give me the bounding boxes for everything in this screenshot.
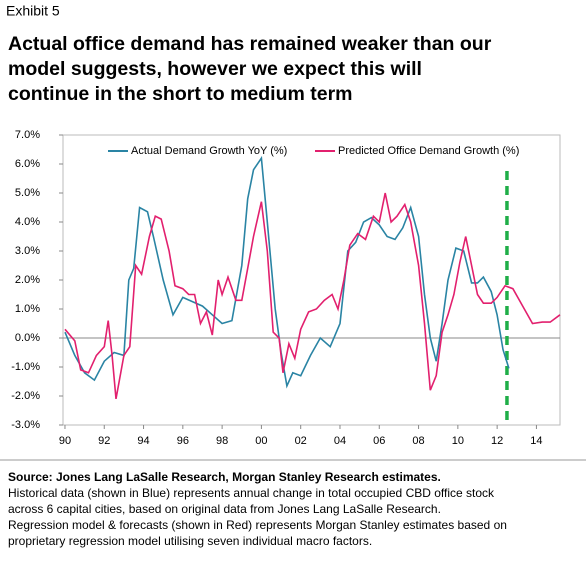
- y-tick-label: -1.0%: [11, 361, 40, 373]
- note-line: across 6 capital cities, based on origin…: [8, 502, 441, 516]
- x-tick-label: 06: [373, 435, 385, 447]
- x-tick-label: 90: [59, 435, 71, 447]
- series-line: [64, 192, 561, 400]
- legend-label: Actual Demand Growth YoY (%): [131, 145, 287, 157]
- y-tick-label: 5.0%: [15, 187, 40, 199]
- x-tick-label: 12: [491, 435, 503, 447]
- x-tick-label: 94: [137, 435, 149, 447]
- y-tick-label: -2.0%: [11, 390, 40, 402]
- x-tick-label: 98: [216, 435, 228, 447]
- x-tick-label: 96: [177, 435, 189, 447]
- title-line: continue in the short to medium term: [8, 83, 353, 105]
- x-tick-label: 10: [452, 435, 464, 447]
- title-line: Actual office demand has remained weaker…: [8, 33, 492, 55]
- title-line: model suggests, however we expect this w…: [8, 58, 422, 80]
- x-tick-label: 92: [98, 435, 110, 447]
- legend-label: Predicted Office Demand Growth (%): [338, 145, 519, 157]
- x-tick-label: 00: [255, 435, 267, 447]
- x-tick-label: 04: [334, 435, 346, 447]
- y-tick-label: 2.0%: [15, 274, 40, 286]
- y-tick-label: 7.0%: [15, 129, 40, 141]
- series-line: [64, 155, 510, 389]
- x-tick-label: 02: [295, 435, 307, 447]
- note-line: Historical data (shown in Blue) represen…: [8, 486, 495, 500]
- note-line: Regression model & forecasts (shown in R…: [8, 518, 507, 532]
- y-tick-label: 1.0%: [15, 303, 40, 315]
- note-line: proprietary regression model utilising s…: [8, 534, 372, 548]
- x-tick-label: 14: [530, 435, 542, 447]
- y-tick-label: -3.0%: [11, 419, 40, 431]
- source: Source: Jones Lang LaSalle Research, Mor…: [8, 470, 441, 484]
- y-tick-label: 0.0%: [15, 332, 40, 344]
- y-tick-label: 6.0%: [15, 158, 40, 170]
- y-tick-label: 4.0%: [15, 216, 40, 228]
- y-tick-label: 3.0%: [15, 245, 40, 257]
- x-tick-label: 08: [412, 435, 424, 447]
- exhibit-label: Exhibit 5: [6, 3, 60, 19]
